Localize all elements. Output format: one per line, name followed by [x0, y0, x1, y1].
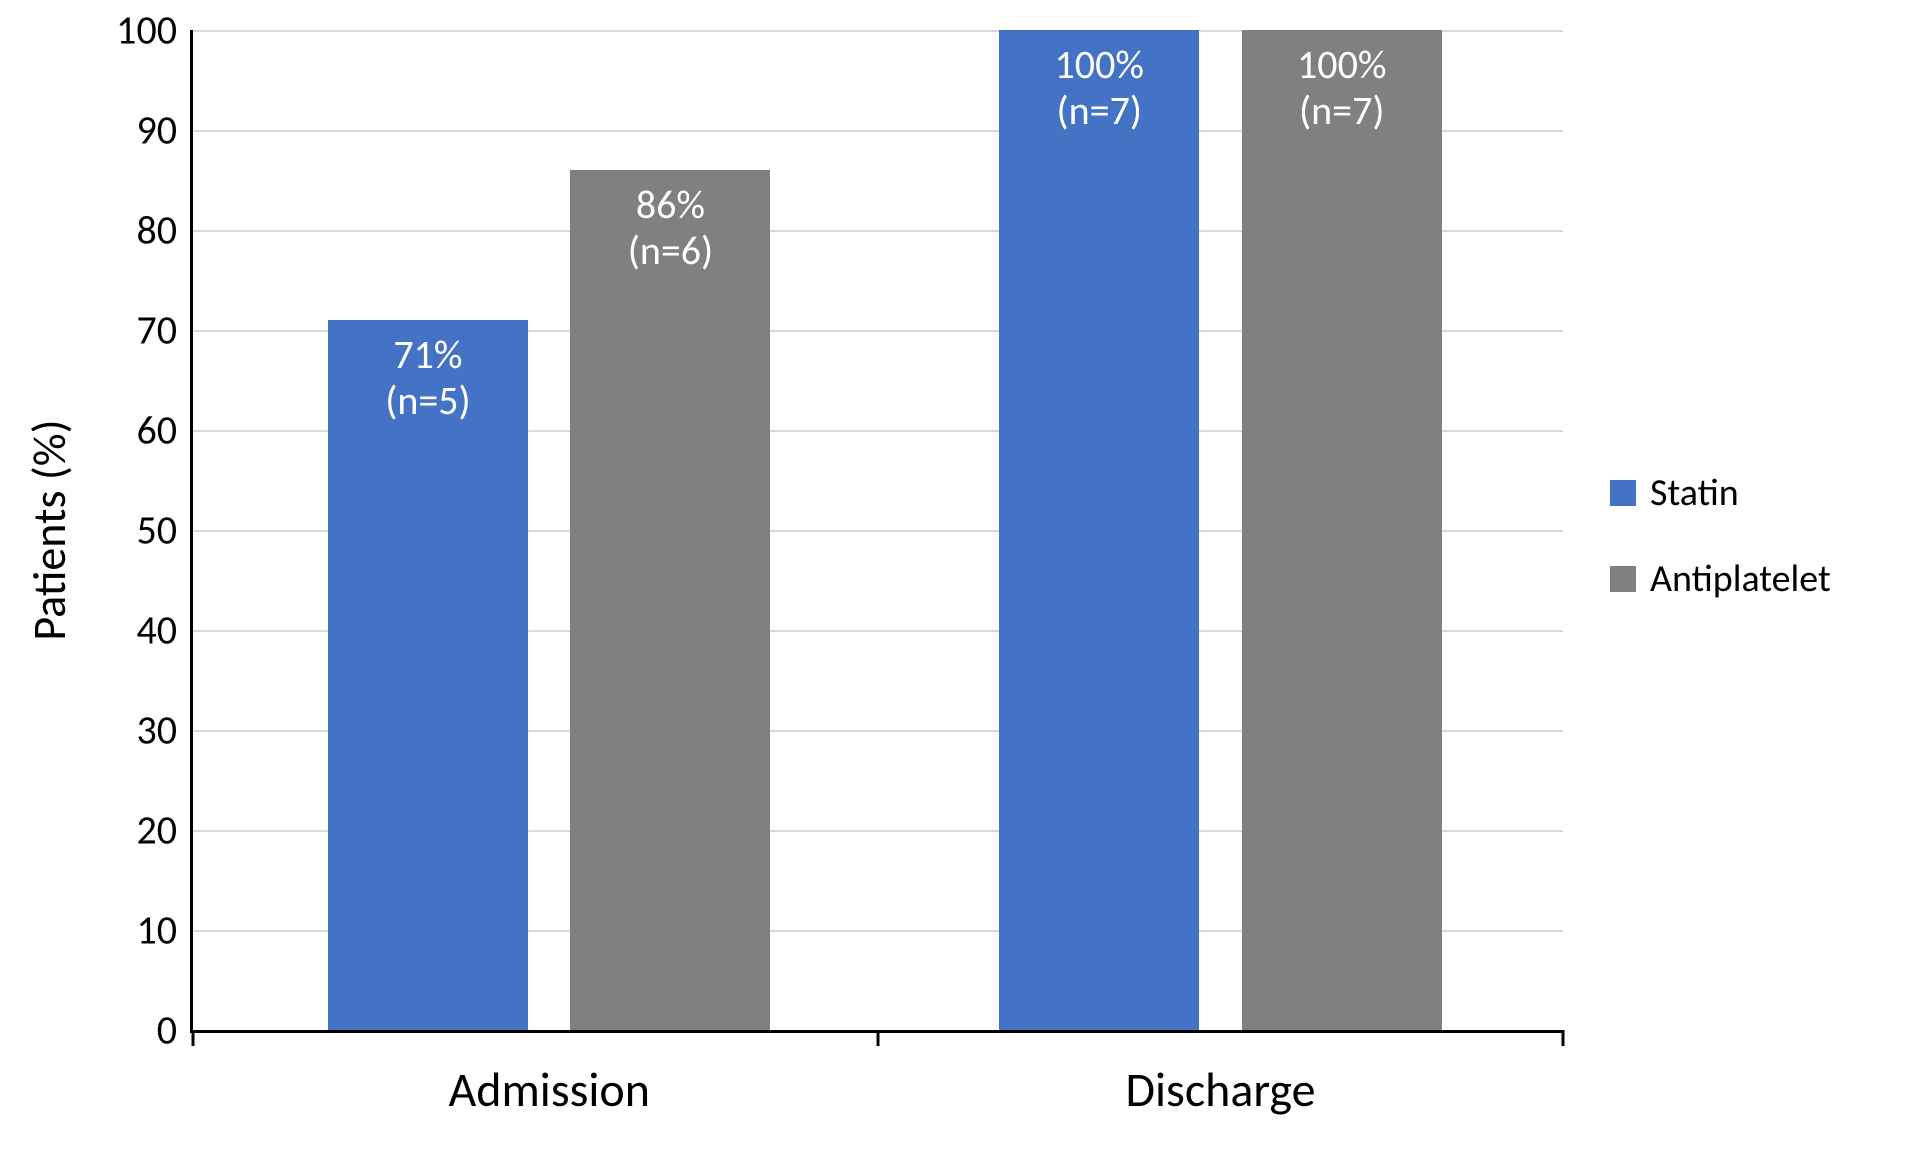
- x-tick-mark: [192, 1030, 195, 1046]
- y-tick-label: 100: [116, 6, 177, 55]
- plot-area: 0102030405060708090100AdmissionDischarge…: [190, 30, 1563, 1033]
- legend-item-statin: Statin: [1610, 470, 1831, 516]
- x-tick-mark: [1562, 1030, 1565, 1046]
- legend: Statin Antiplatelet: [1610, 470, 1831, 602]
- legend-label: Antiplatelet: [1650, 556, 1831, 602]
- bar-antiplatelet-admission: 86%(n=6): [570, 170, 770, 1030]
- legend-item-antiplatelet: Antiplatelet: [1610, 556, 1831, 602]
- y-tick-label: 60: [136, 406, 177, 455]
- y-tick-label: 30: [136, 706, 177, 755]
- y-tick-label: 20: [136, 806, 177, 855]
- y-tick-label: 50: [136, 506, 177, 555]
- y-tick-label: 10: [136, 906, 177, 955]
- bar-label: 100%(n=7): [1242, 42, 1442, 134]
- chart-container: Patients (%) 0102030405060708090100Admis…: [0, 0, 1920, 1160]
- y-tick-label: 70: [136, 306, 177, 355]
- bar-label: 100%(n=7): [999, 42, 1199, 134]
- y-tick-label: 40: [136, 606, 177, 655]
- y-tick-label: 0: [157, 1006, 177, 1055]
- y-axis-title: Patients (%): [22, 419, 78, 640]
- y-tick-label: 90: [136, 106, 177, 155]
- y-tick-label: 80: [136, 206, 177, 255]
- bar-label: 86%(n=6): [570, 182, 770, 274]
- bar-statin-admission: 71%(n=5): [328, 320, 528, 1030]
- x-tick-mark: [877, 1030, 880, 1046]
- bar-antiplatelet-discharge: 100%(n=7): [1242, 30, 1442, 1030]
- x-category-label: Admission: [448, 1060, 649, 1119]
- bar-statin-discharge: 100%(n=7): [999, 30, 1199, 1030]
- legend-swatch: [1610, 566, 1636, 592]
- bar-label: 71%(n=5): [328, 332, 528, 424]
- legend-swatch: [1610, 480, 1636, 506]
- legend-label: Statin: [1650, 470, 1739, 516]
- x-category-label: Discharge: [1126, 1060, 1316, 1119]
